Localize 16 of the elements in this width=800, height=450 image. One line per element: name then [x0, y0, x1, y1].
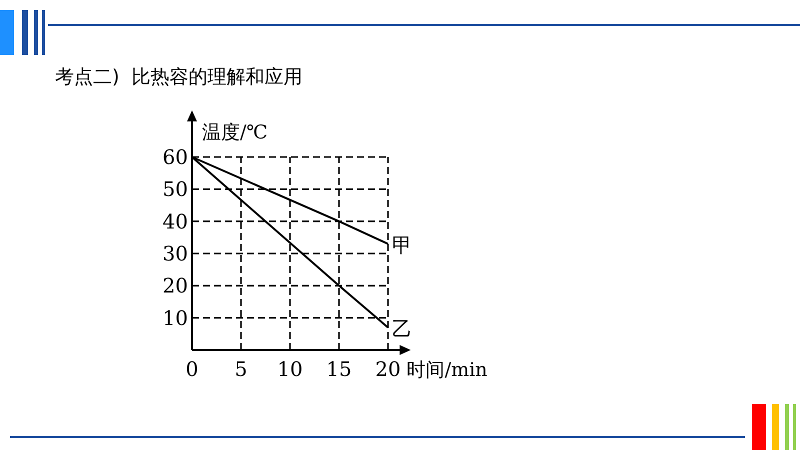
- x-tick-label: 10: [277, 357, 303, 381]
- x-tick-label: 5: [234, 357, 248, 381]
- series-label: 乙: [392, 316, 412, 340]
- y-tick-label: 30: [162, 242, 188, 266]
- series-label: 甲: [392, 232, 412, 257]
- y-axis-title: 温度/℃: [202, 121, 268, 144]
- y-tick-label: 10: [162, 306, 188, 330]
- x-tick-label: 20: [375, 357, 401, 381]
- chart-title: 考点二) 比热容的理解和应用: [55, 66, 302, 88]
- y-tick-label: 50: [162, 177, 188, 202]
- y-tick-label: 40: [162, 209, 188, 234]
- x-axis-title: 时间/min: [406, 359, 488, 381]
- x-tick-label: 15: [326, 357, 352, 381]
- y-tick-label: 20: [162, 274, 188, 298]
- x-tick-label: 0: [186, 357, 198, 381]
- y-tick-label: 60: [162, 145, 188, 169]
